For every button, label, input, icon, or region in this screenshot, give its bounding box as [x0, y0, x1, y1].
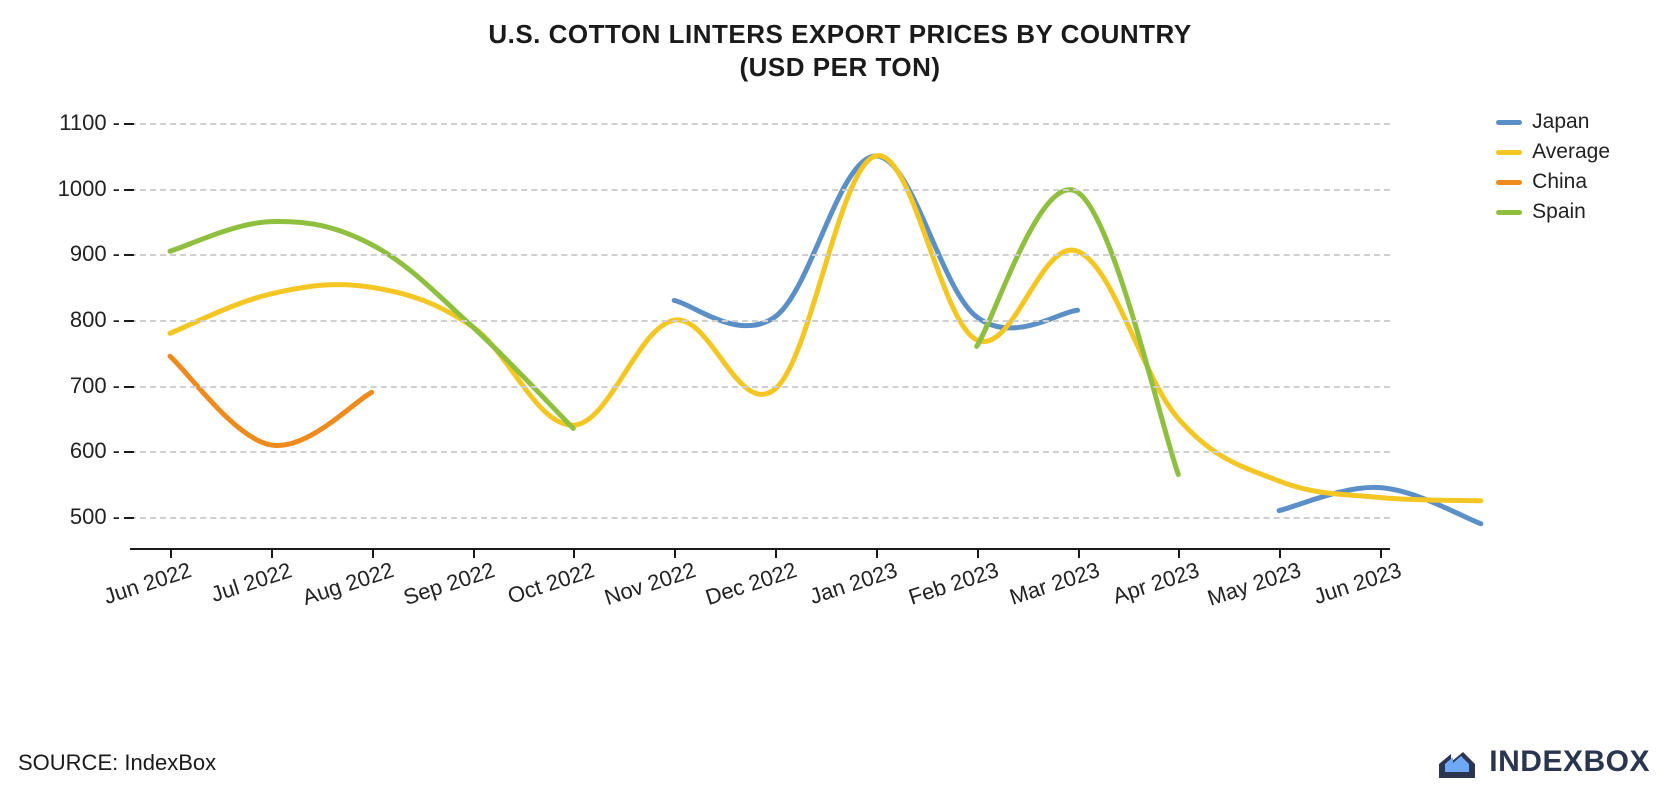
chart-area: 500 -600 -700 -800 -900 -1000 -1100 -Jun… — [70, 110, 1390, 600]
x-tick-label: Jul 2022 — [208, 557, 295, 607]
x-tick-label: Feb 2023 — [905, 557, 1001, 610]
grid-line — [130, 451, 1390, 453]
plot-region: 500 -600 -700 -800 -900 -1000 -1100 -Jun… — [130, 110, 1390, 550]
legend-item-china: China — [1496, 170, 1610, 194]
legend-item-spain: Spain — [1496, 200, 1610, 224]
x-tick-label: Jun 2023 — [1311, 557, 1405, 610]
source-citation: SOURCE: IndexBox — [18, 750, 216, 776]
y-tick-label: 900 - — [70, 241, 130, 267]
x-tick — [372, 550, 374, 558]
x-tick — [876, 550, 878, 558]
x-tick-label: Apr 2023 — [1110, 557, 1203, 609]
x-tick — [775, 550, 777, 558]
series-spain — [977, 190, 1179, 475]
x-tick — [170, 550, 172, 558]
series-china — [170, 356, 372, 445]
legend-swatch — [1496, 180, 1522, 185]
legend-label: China — [1532, 170, 1587, 194]
x-tick-label: Oct 2022 — [505, 557, 598, 609]
x-tick-label: Sep 2022 — [400, 557, 498, 611]
legend-swatch — [1496, 210, 1522, 215]
series-japan — [674, 156, 1077, 328]
series-spain — [170, 221, 573, 428]
logo-icon — [1435, 742, 1479, 782]
logo-text: INDEXBOX — [1489, 745, 1650, 779]
x-tick — [473, 550, 475, 558]
grid-line — [130, 320, 1390, 322]
x-tick-label: Mar 2023 — [1006, 557, 1102, 610]
x-tick — [271, 550, 273, 558]
x-tick — [977, 550, 979, 558]
x-tick-label: Jun 2022 — [101, 557, 195, 610]
y-tick-label: 1100 - — [59, 110, 130, 136]
chart-lines — [130, 110, 1390, 550]
legend-swatch — [1496, 150, 1522, 155]
chart-title-line2: (USD PER TON) — [0, 51, 1680, 84]
x-tick-label: Jan 2023 — [806, 557, 900, 610]
x-tick-label: Dec 2022 — [702, 557, 800, 611]
legend-item-average: Average — [1496, 140, 1610, 164]
grid-line — [130, 517, 1390, 519]
legend-label: Japan — [1532, 110, 1589, 134]
y-tick-label: 1000 - — [58, 176, 130, 202]
y-tick-label: 700 - — [70, 373, 130, 399]
legend-label: Spain — [1532, 200, 1586, 224]
legend-swatch — [1496, 120, 1522, 125]
legend: Japan Average China Spain — [1496, 110, 1610, 230]
y-tick-label: 500 - — [70, 504, 130, 530]
grid-line — [130, 123, 1390, 125]
y-tick-label: 600 - — [70, 438, 130, 464]
x-tick-label: May 2023 — [1204, 557, 1304, 612]
x-tick — [573, 550, 575, 558]
source-label: SOURCE: — [18, 750, 118, 775]
indexbox-logo: INDEXBOX — [1435, 742, 1650, 782]
x-tick-label: Aug 2022 — [299, 557, 397, 611]
x-tick — [1078, 550, 1080, 558]
grid-line — [130, 254, 1390, 256]
legend-label: Average — [1532, 140, 1610, 164]
y-tick-label: 800 - — [70, 307, 130, 333]
x-tick-label: Nov 2022 — [602, 557, 700, 611]
series-average — [170, 156, 1481, 501]
x-tick — [674, 550, 676, 558]
grid-line — [130, 386, 1390, 388]
x-tick — [1279, 550, 1281, 558]
legend-item-japan: Japan — [1496, 110, 1610, 134]
x-tick — [1380, 550, 1382, 558]
grid-line — [130, 189, 1390, 191]
source-value: IndexBox — [124, 750, 216, 775]
chart-title-line1: U.S. COTTON LINTERS EXPORT PRICES BY COU… — [0, 18, 1680, 51]
x-tick — [1178, 550, 1180, 558]
